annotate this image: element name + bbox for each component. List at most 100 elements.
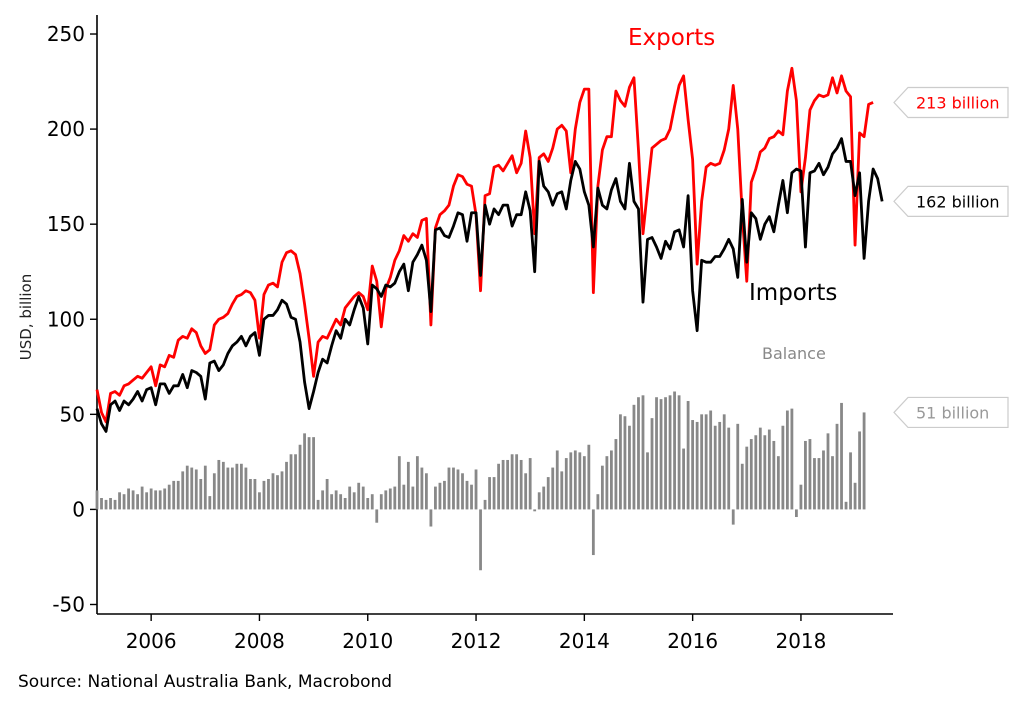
balance-bar <box>221 461 225 510</box>
balance-bar <box>447 467 451 510</box>
balance-bar <box>713 425 717 510</box>
balance-bar <box>267 478 270 510</box>
balance-bar <box>334 490 338 510</box>
balance-bar <box>456 469 460 510</box>
balance-bar <box>208 496 212 510</box>
balance-bars <box>95 391 866 571</box>
series-label-exports: Exports <box>628 25 715 51</box>
y-tick-label: 250 <box>47 22 85 46</box>
balance-bar <box>844 501 848 510</box>
balance-bar <box>849 452 852 510</box>
balance-bar <box>600 465 604 510</box>
x-tick-label: 2010 <box>342 629 393 653</box>
balance-bar <box>790 408 794 510</box>
balance-callout-box <box>893 396 1009 429</box>
balance-bar <box>212 473 216 510</box>
balance-bar <box>406 461 410 510</box>
x-tick-label: 2006 <box>126 629 177 653</box>
last-value-callouts: 213 billion 162 billion 51 billion <box>893 86 1009 429</box>
balance-bar <box>564 458 568 510</box>
balance-bar <box>420 467 424 510</box>
balance-bar <box>664 397 667 510</box>
balance-bar <box>840 402 843 510</box>
balance-bar <box>772 440 776 510</box>
balance-bar <box>452 467 455 510</box>
balance-bar <box>199 478 203 510</box>
balance-bar <box>817 458 821 510</box>
balance-bar <box>95 490 99 510</box>
series-label-imports: Imports <box>749 280 837 306</box>
balance-bar <box>321 490 325 510</box>
balance-bar <box>149 488 153 510</box>
balance-bar <box>528 458 532 510</box>
balance-bar <box>610 450 613 510</box>
balance-bar <box>230 467 234 510</box>
balance-bar <box>226 467 230 510</box>
balance-bar <box>510 454 514 510</box>
balance-bar <box>402 484 406 510</box>
balance-bar <box>686 401 690 510</box>
balance-bar <box>673 391 676 510</box>
y-tick-label: 100 <box>47 307 85 331</box>
balance-bar <box>853 482 857 510</box>
balance-bar <box>573 450 577 510</box>
balance-bar <box>113 499 117 510</box>
balance-bar <box>330 494 334 510</box>
balance-bar <box>804 440 807 510</box>
x-tick-label: 2018 <box>775 629 826 653</box>
balance-bar <box>122 494 126 510</box>
balance-bar <box>632 404 636 510</box>
balance-bar <box>438 482 442 510</box>
balance-bar <box>858 431 861 510</box>
balance-bar <box>443 480 446 510</box>
balance-bar <box>289 454 293 510</box>
balance-bar <box>641 395 645 510</box>
balance-bar <box>650 418 654 510</box>
series-lines <box>95 66 884 433</box>
balance-bar <box>316 499 320 510</box>
y-tick-label: 50 <box>60 402 85 426</box>
x-tick-label: 2016 <box>667 629 718 653</box>
balance-callout-label: 51 billion <box>916 403 989 422</box>
balance-bar <box>357 482 361 510</box>
exports-line <box>95 66 874 424</box>
balance-bar <box>249 478 252 510</box>
balance-bar <box>700 414 704 510</box>
balance-bar <box>348 486 352 510</box>
balance-bar <box>831 456 834 510</box>
balance-bar <box>276 475 279 510</box>
imports-callout-box <box>893 185 1009 217</box>
y-tick-label: 200 <box>47 117 85 141</box>
balance-bar <box>109 498 112 510</box>
balance-bar <box>140 486 144 510</box>
axes-group: -50 0 50 100 150 200 250 2006 2008 2010 2012 2014 20… <box>47 15 893 653</box>
balance-bar <box>668 395 672 510</box>
balance-bar <box>379 494 383 510</box>
balance-bar <box>397 456 401 510</box>
balance-bar <box>172 480 176 510</box>
balance-bar <box>718 421 722 510</box>
balance-bar <box>619 414 622 510</box>
balance-bar <box>524 473 528 510</box>
y-tick-label: -50 <box>52 592 85 616</box>
balance-bar <box>127 488 130 510</box>
balance-bar <box>578 452 582 510</box>
balance-bar <box>253 478 257 510</box>
exports-callout-box <box>893 86 1009 119</box>
balance-bar <box>754 435 758 510</box>
balance-bar <box>425 473 428 510</box>
balance-bar <box>646 452 649 510</box>
balance-bar <box>582 456 586 510</box>
trade-chart: -50 0 50 100 150 200 250 2006 2008 2010 2012 2014 20… <box>17 15 1009 653</box>
balance-bar <box>271 473 275 510</box>
balance-bar <box>727 427 731 510</box>
balance-bar <box>280 471 284 510</box>
balance-bar <box>384 490 388 510</box>
balance-bar <box>497 463 500 510</box>
balance-bar <box>244 467 248 510</box>
balance-bar <box>691 420 695 510</box>
balance-bar <box>415 456 419 510</box>
balance-bar <box>158 490 162 510</box>
balance-bar <box>709 410 713 510</box>
balance-bar <box>434 486 437 510</box>
